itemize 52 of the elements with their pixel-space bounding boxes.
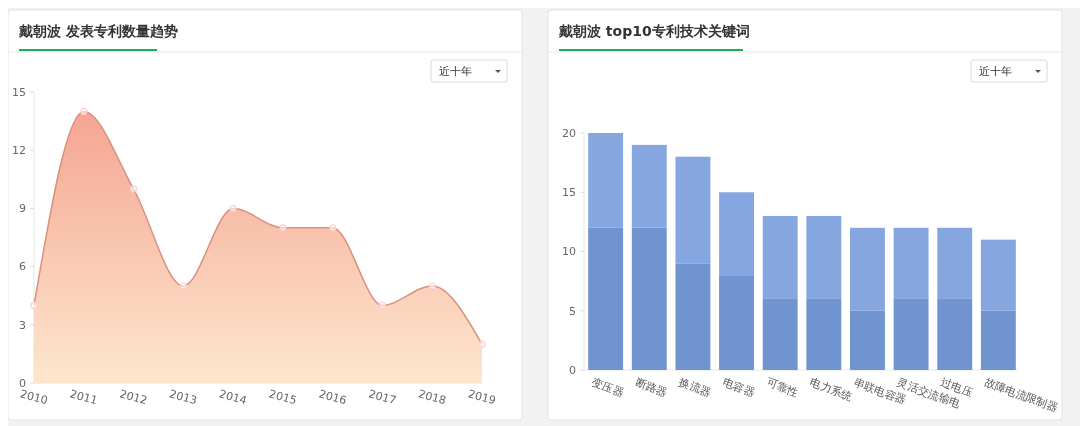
bar (719, 275, 754, 370)
bar (893, 298, 929, 370)
x-tick-label: 2018 (416, 387, 448, 408)
x-tick-label: 2014 (217, 387, 249, 408)
x-tick-label: 换流器 (677, 375, 713, 400)
y-tick-label: 5 (569, 304, 576, 318)
y-tick-label: 12 (12, 144, 26, 158)
bar (588, 133, 624, 228)
bar (937, 298, 973, 370)
bar (719, 192, 754, 276)
y-tick-label: 6 (19, 260, 26, 274)
x-tick-label: 2015 (267, 387, 298, 408)
chart-title: 戴朝波 top10专利技术关键词 (558, 23, 750, 39)
bar (588, 227, 624, 370)
x-tick-label: 可靠性 (764, 375, 800, 400)
bar (631, 144, 667, 228)
y-tick-label: 15 (12, 85, 26, 99)
bar (762, 298, 798, 370)
bar (806, 298, 842, 370)
bar (762, 215, 798, 299)
x-tick-label: 2017 (367, 387, 398, 408)
y-tick-label: 15 (562, 186, 576, 200)
x-tick-label: 2016 (317, 387, 348, 408)
bar (631, 227, 667, 370)
x-tick-label: 2010 (18, 387, 50, 408)
bar (937, 227, 973, 299)
bar (850, 310, 885, 370)
y-tick-label: 0 (569, 363, 576, 377)
x-tick-label: 断路器 (633, 375, 670, 400)
x-tick-label: 电容器 (720, 375, 757, 400)
bar (675, 156, 711, 264)
y-tick-label: 0 (19, 376, 26, 390)
dropdown-select: 近十年 (430, 59, 508, 83)
x-tick-label: 2019 (466, 387, 498, 408)
bar (806, 215, 842, 299)
chart-title: 戴朝波 发表专利数量趋势 (18, 23, 178, 39)
y-tick-label: 10 (562, 245, 576, 259)
bar (893, 227, 929, 299)
bar (980, 239, 1016, 311)
dropdown-select: 近十年 (970, 59, 1048, 83)
x-tick-label: 电力系统 (808, 375, 854, 404)
y-tick-label: 9 (19, 202, 26, 216)
x-tick-label: 故障电流限制器 (982, 375, 1060, 415)
y-tick-label: 3 (19, 318, 26, 332)
bar (980, 310, 1016, 370)
x-tick-label: 2012 (118, 387, 149, 408)
x-tick-label: 2013 (168, 387, 199, 408)
y-tick-label: 20 (562, 126, 576, 140)
bar (850, 227, 885, 311)
bar (675, 263, 711, 370)
x-tick-label: 变压器 (589, 375, 626, 400)
x-tick-label: 2011 (68, 387, 99, 408)
